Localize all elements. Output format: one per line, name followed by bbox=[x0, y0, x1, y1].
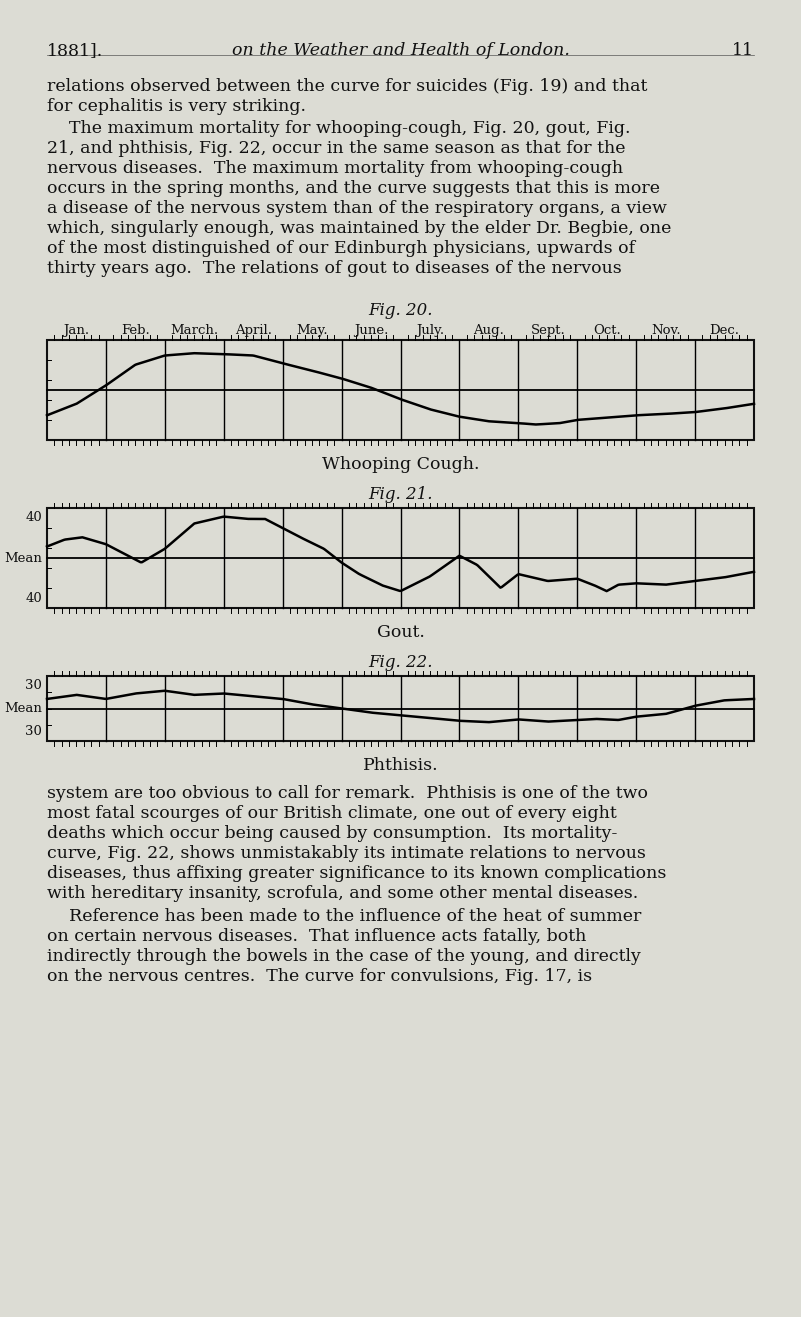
Text: deaths which occur being caused by consumption.  Its mortality-: deaths which occur being caused by consu… bbox=[47, 824, 618, 842]
Text: system are too obvious to call for remark.  Phthisis is one of the two: system are too obvious to call for remar… bbox=[47, 785, 648, 802]
Text: of the most distinguished of our Edinburgh physicians, upwards of: of the most distinguished of our Edinbur… bbox=[47, 240, 635, 257]
Text: indirectly through the bowels in the case of the young, and directly: indirectly through the bowels in the cas… bbox=[47, 948, 641, 965]
Text: Phthisis.: Phthisis. bbox=[363, 757, 438, 774]
Text: Feb.: Feb. bbox=[121, 324, 150, 337]
Text: on certain nervous diseases.  That influence acts fatally, both: on certain nervous diseases. That influe… bbox=[47, 928, 586, 946]
Bar bbox=[47, 340, 754, 440]
Text: March.: March. bbox=[171, 324, 219, 337]
Text: on the nervous centres.  The curve for convulsions, Fig. 17, is: on the nervous centres. The curve for co… bbox=[47, 968, 592, 985]
Text: diseases, thus affixing greater significance to its known complications: diseases, thus affixing greater signific… bbox=[47, 865, 666, 882]
Text: 40: 40 bbox=[26, 511, 42, 524]
Text: Whooping Cough.: Whooping Cough. bbox=[322, 456, 479, 473]
Text: 30: 30 bbox=[25, 724, 42, 738]
Bar bbox=[47, 676, 754, 741]
Text: on the Weather and Health of London.: on the Weather and Health of London. bbox=[231, 42, 570, 59]
Text: Mean: Mean bbox=[4, 552, 42, 565]
Text: occurs in the spring months, and the curve suggests that this is more: occurs in the spring months, and the cur… bbox=[47, 180, 660, 198]
Text: Jan.: Jan. bbox=[63, 324, 90, 337]
Text: 30: 30 bbox=[25, 680, 42, 691]
Text: Oct.: Oct. bbox=[593, 324, 621, 337]
Text: 40: 40 bbox=[26, 593, 42, 605]
Text: nervous diseases.  The maximum mortality from whooping-cough: nervous diseases. The maximum mortality … bbox=[47, 159, 623, 176]
Text: Fig. 20.: Fig. 20. bbox=[368, 302, 433, 319]
Text: 11: 11 bbox=[732, 42, 754, 59]
Text: June.: June. bbox=[354, 324, 388, 337]
Text: Fig. 22.: Fig. 22. bbox=[368, 655, 433, 670]
Text: Dec.: Dec. bbox=[710, 324, 739, 337]
Text: 1881].: 1881]. bbox=[47, 42, 103, 59]
Text: Gout.: Gout. bbox=[376, 624, 425, 641]
Text: Reference has been made to the influence of the heat of summer: Reference has been made to the influence… bbox=[47, 907, 642, 925]
Text: a disease of the nervous system than of the respiratory organs, a view: a disease of the nervous system than of … bbox=[47, 200, 667, 217]
Text: 21, and phthisis, Fig. 22, occur in the same season as that for the: 21, and phthisis, Fig. 22, occur in the … bbox=[47, 140, 626, 157]
Text: thirty years ago.  The relations of gout to diseases of the nervous: thirty years ago. The relations of gout … bbox=[47, 259, 622, 277]
Text: with hereditary insanity, scrofula, and some other mental diseases.: with hereditary insanity, scrofula, and … bbox=[47, 885, 638, 902]
Text: curve, Fig. 22, shows unmistakably its intimate relations to nervous: curve, Fig. 22, shows unmistakably its i… bbox=[47, 846, 646, 863]
Text: The maximum mortality for whooping-cough, Fig. 20, gout, Fig.: The maximum mortality for whooping-cough… bbox=[47, 120, 630, 137]
Text: relations observed between the curve for suicides (Fig. 19) and that: relations observed between the curve for… bbox=[47, 78, 647, 95]
Text: which, singularly enough, was maintained by the elder Dr. Begbie, one: which, singularly enough, was maintained… bbox=[47, 220, 671, 237]
Text: May.: May. bbox=[296, 324, 328, 337]
Text: Nov.: Nov. bbox=[650, 324, 680, 337]
Bar bbox=[47, 508, 754, 608]
Text: Aug.: Aug. bbox=[473, 324, 505, 337]
Text: April.: April. bbox=[235, 324, 272, 337]
Text: for cephalitis is very striking.: for cephalitis is very striking. bbox=[47, 97, 306, 115]
Text: most fatal scourges of our British climate, one out of every eight: most fatal scourges of our British clima… bbox=[47, 805, 617, 822]
Text: July.: July. bbox=[416, 324, 444, 337]
Text: Sept.: Sept. bbox=[530, 324, 566, 337]
Text: Fig. 21.: Fig. 21. bbox=[368, 486, 433, 503]
Text: Mean: Mean bbox=[4, 702, 42, 715]
